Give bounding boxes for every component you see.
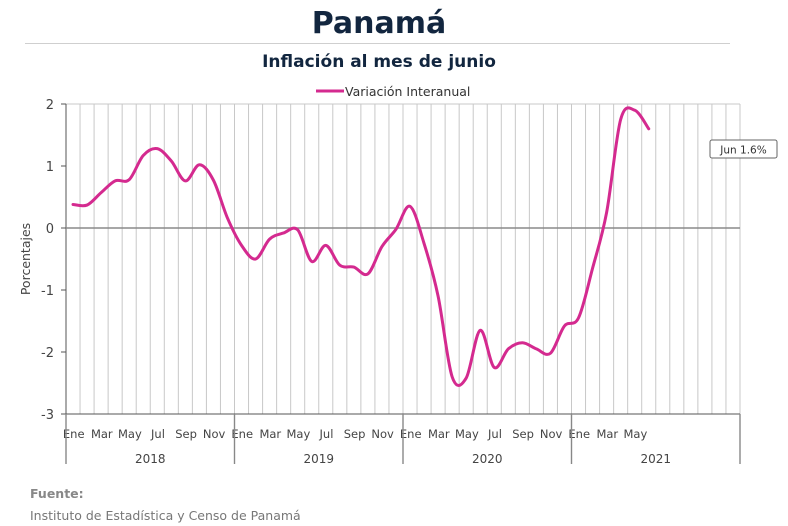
source-label: Fuente: [30, 486, 84, 501]
chart-subtitle: Inflación al mes de junio [262, 52, 496, 72]
x-month-label: Mar [596, 427, 618, 441]
x-month-label: May [118, 427, 142, 441]
x-month-label: Mar [91, 427, 113, 441]
x-month-label: Sep [344, 427, 366, 441]
y-tick-label: -2 [41, 346, 54, 361]
x-month-label: May [455, 427, 479, 441]
x-month-label: May [286, 427, 310, 441]
title-divider [25, 43, 730, 44]
x-month-label: Sep [175, 427, 197, 441]
x-month-label: Nov [540, 427, 563, 441]
y-tick-label: -1 [41, 284, 54, 299]
x-month-label: Mar [428, 427, 450, 441]
x-month-label: May [623, 427, 647, 441]
x-month-label: Mar [259, 427, 281, 441]
x-month-label: Ene [231, 427, 253, 441]
source-text: Instituto de Estadística y Censo de Pana… [30, 508, 301, 523]
x-year-label: 2019 [303, 452, 334, 466]
x-month-label: Jul [150, 427, 165, 441]
x-month-label: Jul [319, 427, 334, 441]
x-year-label: 2021 [640, 452, 671, 466]
x-month-label: Nov [203, 427, 226, 441]
x-year-label: 2020 [472, 452, 503, 466]
y-tick-label: -3 [41, 408, 54, 423]
x-month-label: Ene [63, 427, 85, 441]
series-line-variacion-interanual [71, 106, 651, 387]
x-month-label: Ene [400, 427, 422, 441]
line-chart: 2 1 0 -1 -2 -3 Porcentajes Ene Mar May Jul Sep Nov 20… [18, 84, 778, 466]
x-month-label: Ene [568, 427, 590, 441]
x-month-label: Jul [487, 427, 502, 441]
legend-label: Variación Interanual [345, 84, 470, 99]
y-axis-title: Porcentajes [18, 223, 33, 295]
x-month-label: Sep [512, 427, 534, 441]
annotation-box [709, 139, 778, 159]
y-tick-label: 2 [46, 98, 54, 113]
chart-title: Panamá [311, 6, 447, 41]
annotation-label: Jun 1.6% [719, 145, 766, 157]
y-tick-label: 1 [46, 160, 54, 175]
x-month-label: Nov [371, 427, 394, 441]
x-year-label: 2018 [135, 452, 166, 466]
y-tick-label: 0 [46, 222, 54, 237]
